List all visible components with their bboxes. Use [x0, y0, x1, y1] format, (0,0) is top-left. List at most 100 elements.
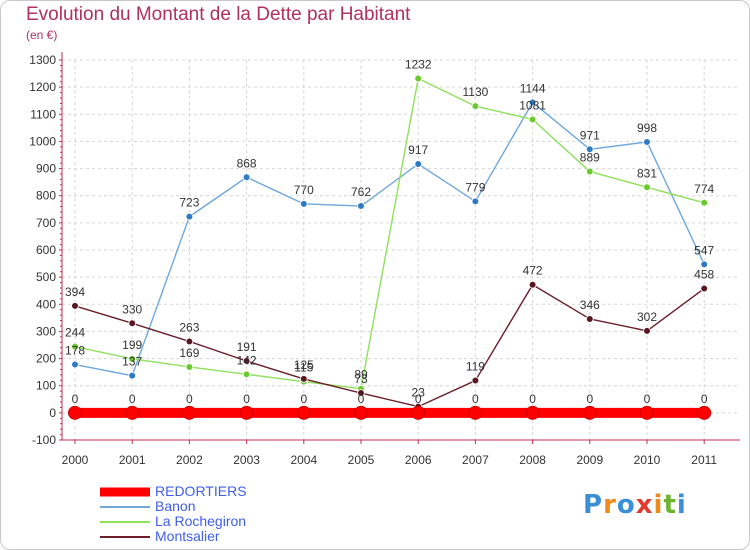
data-label: 0: [72, 392, 79, 406]
data-point: [357, 202, 365, 210]
data-point: [185, 337, 194, 346]
data-label: 0: [358, 392, 365, 406]
y-tick-label: 1100: [30, 107, 56, 121]
legend-label: La Rochegiron: [155, 513, 247, 529]
data-label: 1130: [462, 85, 488, 99]
logo-letter: i: [653, 490, 664, 520]
data-point: [185, 363, 194, 371]
data-point: [471, 376, 480, 385]
x-tick-label: 2008: [519, 453, 546, 467]
data-point: [242, 370, 251, 379]
data-label: 302: [637, 310, 657, 324]
series-line: [74, 77, 705, 390]
data-point: [71, 302, 79, 310]
data-label: 889: [580, 151, 600, 165]
series-line: [74, 284, 705, 408]
logo-letter: r: [603, 490, 617, 520]
logo-letter: i: [676, 490, 687, 520]
data-label: 770: [294, 183, 314, 197]
data-label: 346: [580, 298, 600, 312]
x-tick-label: 2003: [233, 453, 260, 467]
data-point: [643, 327, 651, 335]
data-point: [128, 319, 137, 328]
data-point: [585, 145, 594, 154]
legend-label: Montsalier: [155, 528, 220, 544]
data-point: [471, 197, 480, 206]
logo-letter: x: [635, 490, 654, 520]
data-point: [296, 405, 311, 420]
logo-letter: t: [663, 490, 677, 520]
data-label: 458: [694, 268, 714, 282]
data-point: [242, 357, 251, 365]
data-label: 263: [179, 320, 199, 334]
data-label: 0: [243, 392, 250, 406]
data-label: 330: [122, 302, 142, 316]
data-label: 142: [237, 353, 257, 367]
data-point: [643, 183, 651, 192]
data-point: [299, 200, 308, 208]
data-point: [528, 280, 537, 289]
data-point: [468, 405, 483, 420]
y-tick-label: 1200: [29, 80, 56, 94]
y-tick-label: 900: [36, 162, 56, 176]
data-label: 169: [179, 346, 199, 360]
data-label: 723: [179, 196, 199, 210]
data-point: [582, 405, 597, 420]
data-point: [354, 405, 368, 420]
y-tick-label: 800: [36, 189, 56, 203]
data-label: 831: [637, 166, 657, 180]
chart-subtitle: (en €): [26, 28, 58, 42]
data-point: [71, 342, 79, 351]
data-point: [414, 160, 423, 168]
data-label: 137: [122, 355, 142, 369]
y-tick-label: 1300: [29, 53, 56, 67]
data-label: 779: [465, 180, 485, 194]
data-point: [700, 260, 708, 269]
data-label: 125: [294, 358, 314, 372]
data-label: 394: [65, 285, 85, 299]
series-line: [74, 101, 705, 377]
x-tick-label: 2002: [176, 453, 203, 467]
y-tick-label: 600: [36, 243, 56, 257]
data-label: 0: [701, 392, 708, 406]
data-point: [585, 167, 594, 176]
data-point: [640, 405, 654, 420]
x-tick-label: 2000: [62, 453, 89, 467]
data-label: 774: [694, 182, 714, 196]
data-point: [411, 405, 426, 420]
data-label: 244: [65, 326, 85, 340]
y-tick-label: 300: [36, 324, 56, 338]
data-point: [471, 102, 480, 110]
y-tick-label: 500: [36, 270, 56, 284]
data-point: [125, 405, 140, 420]
data-label: 0: [529, 392, 536, 406]
data-point: [128, 371, 137, 380]
data-label: 115: [294, 361, 313, 375]
data-point: [182, 405, 197, 420]
data-label: 868: [237, 156, 257, 170]
data-label: 0: [186, 392, 193, 406]
data-label: 971: [580, 128, 600, 142]
data-point: [185, 212, 194, 221]
x-tick-label: 2004: [290, 453, 317, 467]
data-label: 178: [65, 344, 85, 358]
data-point: [68, 405, 82, 420]
data-point: [528, 115, 537, 124]
legend-label: Banon: [155, 498, 196, 514]
data-label: 0: [300, 392, 307, 406]
data-point: [299, 375, 308, 383]
x-tick-label: 2011: [691, 453, 717, 467]
data-point: [239, 405, 254, 420]
data-point: [357, 389, 365, 397]
data-point: [700, 198, 708, 207]
data-point: [643, 138, 651, 146]
x-tick-label: 2005: [348, 453, 375, 467]
data-label: 1232: [405, 57, 432, 71]
x-tick-label: 2009: [576, 453, 603, 467]
data-label: 0: [129, 392, 136, 406]
legend-label: REDORTIERS: [155, 483, 247, 499]
proxiti-logo: Proxiti: [583, 490, 687, 520]
data-label: 1144: [520, 81, 546, 95]
data-point: [585, 315, 594, 323]
